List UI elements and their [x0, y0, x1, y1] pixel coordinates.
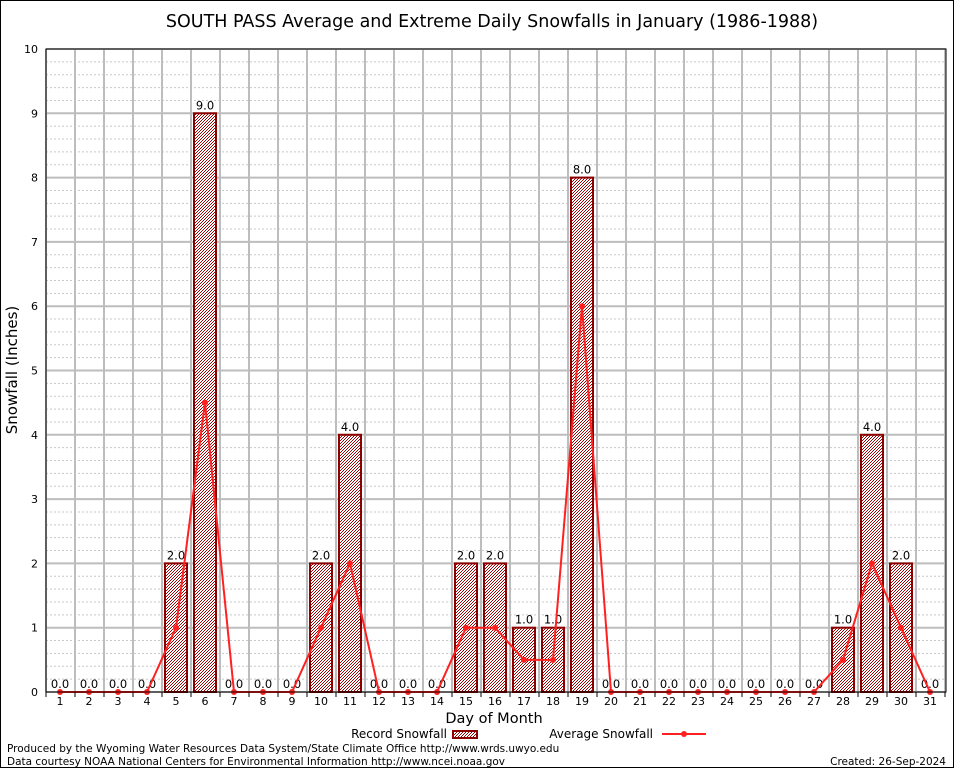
chart-title: SOUTH PASS Average and Extreme Daily Sno…	[166, 12, 818, 32]
plot-border	[45, 48, 947, 693]
x-tick-label: 15	[459, 695, 473, 708]
y-tick-label: 0	[31, 686, 38, 699]
x-tick-label: 30	[894, 695, 908, 708]
bar-value-label: 0.0	[254, 677, 272, 691]
bar-value-label: 2.0	[457, 548, 475, 562]
y-tick-label: 3	[31, 493, 38, 506]
average-point	[463, 624, 469, 631]
x-tick-label: 18	[546, 695, 560, 708]
bar-value-label: 2.0	[167, 548, 185, 562]
y-tick-label: 4	[31, 429, 38, 442]
x-tick-label: 10	[314, 695, 328, 708]
footer-produced-by: Produced by the Wyoming Water Resources …	[7, 743, 559, 755]
record-bar	[570, 176, 594, 694]
y-tick-label: 6	[31, 300, 38, 313]
bar-value-label: 0.0	[109, 677, 127, 691]
bar-value-label: 0.0	[370, 677, 388, 691]
x-tick-label: 2	[86, 695, 93, 708]
x-tick-label: 3	[115, 695, 122, 708]
x-tick-label: 26	[778, 695, 792, 708]
x-tick-label: 27	[807, 695, 821, 708]
x-tick-label: 22	[662, 695, 676, 708]
average-point	[521, 656, 527, 663]
x-tick-label: 9	[289, 695, 296, 708]
x-tick-label: 13	[401, 695, 415, 708]
x-tick-label: 16	[488, 695, 502, 708]
y-tick-label: 7	[31, 236, 38, 249]
bar-value-label: 8.0	[573, 163, 591, 177]
bar-value-label: 4.0	[863, 420, 881, 434]
bar-value-label: 2.0	[486, 548, 504, 562]
average-point	[492, 624, 498, 631]
bar-value-label: 0.0	[631, 677, 649, 691]
average-point	[318, 624, 324, 631]
average-point	[898, 624, 904, 631]
bar-value-label: 0.0	[776, 677, 794, 691]
bar-value-label: 0.0	[51, 677, 69, 691]
x-tick-label: 31	[923, 695, 937, 708]
bar-value-label: 0.0	[399, 677, 417, 691]
x-tick-label: 8	[260, 695, 267, 708]
x-tick-label: 14	[430, 695, 444, 708]
bar-value-label: 1.0	[834, 613, 852, 627]
legend-record-swatch	[452, 730, 478, 739]
bar-value-label: 0.0	[80, 677, 98, 691]
y-tick-label: 2	[31, 557, 38, 570]
y-tick-label: 9	[31, 107, 38, 120]
legend-average-marker	[681, 731, 687, 737]
average-point	[202, 399, 208, 406]
x-tick-label: 19	[575, 695, 589, 708]
x-tick-label: 7	[231, 695, 238, 708]
x-tick-label: 12	[372, 695, 386, 708]
legend: Record Snowfall Average Snowfall	[351, 727, 706, 741]
bar-value-label: 0.0	[718, 677, 736, 691]
x-tick-label: 24	[720, 695, 734, 708]
x-tick-label: 21	[633, 695, 647, 708]
y-tick-label: 8	[31, 172, 38, 185]
average-point	[840, 656, 846, 663]
footer-created: Created: 26-Sep-2024	[830, 756, 946, 768]
x-tick-label: 5	[173, 695, 180, 708]
x-tick-label: 25	[749, 695, 763, 708]
average-point	[579, 303, 585, 310]
x-tick-label: 28	[836, 695, 850, 708]
x-tick-label: 11	[343, 695, 357, 708]
x-tick-label: 29	[865, 695, 879, 708]
bar-value-label: 4.0	[341, 420, 359, 434]
average-point	[869, 560, 875, 567]
average-point	[347, 560, 353, 567]
footer-data-courtesy: Data courtesy NOAA National Centers for …	[7, 756, 505, 768]
average-point	[173, 624, 179, 631]
y-tick-label: 5	[31, 365, 38, 378]
bar-value-label: 1.0	[515, 613, 533, 627]
bar-value-label: 0.0	[689, 677, 707, 691]
bar-value-label: 1.0	[544, 613, 562, 627]
x-tick-label: 4	[144, 695, 151, 708]
bar-value-label: 2.0	[312, 548, 330, 562]
y-tick-label: 10	[24, 43, 38, 56]
y-tick-label: 1	[31, 622, 38, 635]
bar-value-label: 2.0	[892, 548, 910, 562]
y-axis-label: Snowfall (Inches)	[3, 306, 21, 434]
x-tick-label: 23	[691, 695, 705, 708]
legend-record-label: Record Snowfall	[351, 727, 447, 741]
x-tick-label: 6	[202, 695, 209, 708]
bar-value-label: 0.0	[660, 677, 678, 691]
bar-value-label: 9.0	[196, 98, 214, 112]
x-tick-label: 1	[57, 695, 64, 708]
x-tick-label: 20	[604, 695, 618, 708]
x-tick-label: 17	[517, 695, 531, 708]
average-point	[550, 656, 556, 663]
bar-value-label: 0.0	[747, 677, 765, 691]
legend-average-label: Average Snowfall	[549, 727, 653, 741]
x-axis-label: Day of Month	[445, 711, 542, 727]
